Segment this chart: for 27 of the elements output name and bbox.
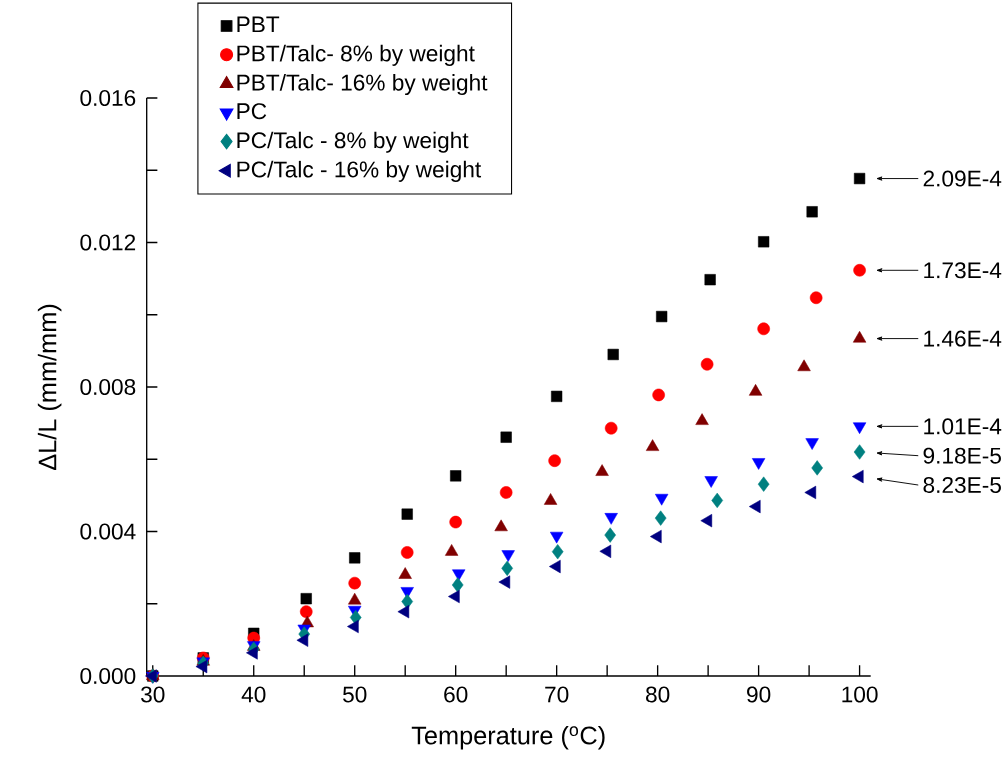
x-tick-label: 30 — [141, 686, 165, 703]
x-tick-label: 60 — [444, 686, 468, 703]
text: 9.18E-5 — [923, 447, 1001, 464]
y-axis-title: ΔL/L (mm/mm) — [37, 304, 62, 470]
legend-label: PBT/Talc- 8% by weight — [237, 44, 475, 66]
x-tick-label: 40 — [241, 686, 266, 703]
x-tick-label: 70 — [545, 686, 569, 703]
y-tick-label: 0.004 — [80, 523, 136, 540]
text: 2.09E-4 — [923, 170, 1002, 187]
x-tick-label: 100 — [842, 686, 878, 703]
legend-label: PBT/Talc- 16% by weight — [237, 73, 488, 96]
text: 1.01E-4 — [924, 418, 1002, 435]
legend-label: PC/Talc - 16% by weight — [237, 160, 482, 182]
text: 1.46E-4 — [924, 330, 1002, 347]
y-tick-label: 0.000 — [80, 667, 136, 685]
y-tick-label: 0.008 — [80, 378, 136, 396]
x-tick-label: 90 — [747, 686, 771, 703]
x-tick-label: 50 — [343, 686, 367, 703]
legend-label: PC/Talc - 8% by weight — [237, 131, 469, 153]
y-tick-label: 0.012 — [80, 234, 136, 251]
y-tick-label: 0.016 — [80, 89, 136, 107]
text: 8.23E-5 — [923, 477, 1001, 494]
legend-label: PC — [237, 103, 267, 120]
legend-label: PBT — [237, 16, 280, 33]
x-axis-title: Temperature ($^{o}$C) — [411, 725, 605, 750]
text: 1.73E-4 — [924, 262, 1002, 279]
x-tick-label: 80 — [646, 686, 670, 703]
